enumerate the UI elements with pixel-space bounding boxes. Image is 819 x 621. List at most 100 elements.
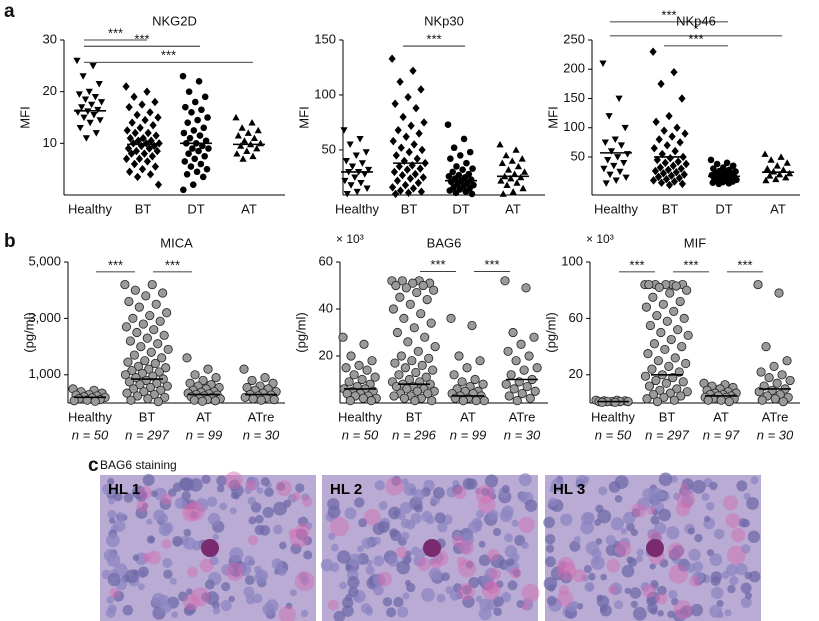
point: [269, 395, 279, 405]
point: [127, 149, 136, 158]
x-tick-label: BT: [406, 409, 423, 424]
point: [366, 396, 376, 406]
point: [654, 282, 664, 292]
cell: [348, 586, 359, 598]
cell: [205, 591, 220, 606]
point: [203, 364, 213, 374]
point: [519, 184, 527, 192]
cell: [231, 484, 244, 497]
point: [147, 279, 157, 290]
point: [397, 143, 405, 152]
x-tick-label: ATre: [762, 409, 789, 424]
point: [403, 337, 413, 347]
point: [145, 310, 155, 321]
point: [244, 129, 252, 136]
point: [133, 110, 141, 120]
cell: [512, 569, 521, 578]
cell: [264, 487, 274, 497]
cell: [679, 613, 687, 621]
point: [713, 160, 721, 168]
cell: [216, 475, 227, 487]
point: [601, 139, 609, 146]
cell: [657, 585, 667, 596]
cell: [138, 566, 149, 578]
point: [357, 374, 367, 385]
cell: [624, 587, 632, 595]
cell: [738, 518, 748, 528]
point: [417, 85, 425, 94]
point: [524, 351, 534, 361]
point: [450, 144, 458, 152]
point: [777, 153, 785, 160]
point: [652, 117, 660, 127]
cell: [524, 499, 538, 512]
cell: [621, 564, 635, 578]
cell: [666, 526, 680, 540]
point: [458, 396, 468, 406]
cell: [254, 571, 267, 584]
point: [122, 154, 131, 164]
point: [454, 351, 464, 361]
stain: [675, 501, 691, 517]
y-axis-label: (pg/ml): [293, 312, 308, 352]
point: [504, 166, 513, 173]
stain: [557, 590, 574, 607]
point: [82, 135, 90, 142]
cell: [188, 478, 203, 492]
point: [239, 155, 247, 162]
stain: [136, 500, 149, 513]
cell: [374, 480, 385, 491]
cell: [478, 540, 486, 548]
cell: [481, 487, 490, 496]
point: [621, 124, 629, 132]
cell: [179, 477, 192, 491]
cell: [441, 572, 450, 582]
point: [658, 149, 666, 159]
cell: [425, 515, 435, 525]
point: [186, 134, 194, 142]
point: [504, 391, 514, 401]
stain: [521, 600, 531, 611]
point: [761, 341, 771, 352]
cell: [566, 601, 577, 613]
cell: [297, 516, 309, 527]
significance-label: ***: [683, 257, 698, 272]
point: [361, 171, 369, 178]
cell: [437, 522, 448, 533]
point: [363, 185, 371, 193]
point: [453, 163, 460, 170]
point: [770, 394, 780, 404]
point: [394, 125, 402, 135]
point: [449, 370, 459, 380]
cell: [295, 528, 308, 540]
point: [134, 302, 144, 312]
point: [470, 374, 480, 385]
y-tick-label: 150: [563, 90, 585, 105]
y-tick-label: 30: [43, 31, 57, 46]
point: [772, 175, 780, 183]
point: [517, 388, 527, 399]
cell: [485, 474, 499, 488]
point: [140, 149, 148, 158]
point: [663, 141, 671, 150]
cell: [244, 575, 255, 585]
cell: [465, 561, 474, 569]
cell: [545, 533, 556, 545]
point: [656, 327, 666, 338]
point: [680, 170, 688, 179]
point: [138, 319, 148, 329]
point: [80, 114, 88, 122]
point: [345, 396, 355, 406]
point: [679, 313, 689, 323]
cell: [597, 509, 612, 524]
point: [529, 332, 539, 342]
chart-title: BAG6: [427, 235, 462, 250]
point: [187, 163, 195, 170]
point: [191, 155, 199, 163]
point: [392, 151, 400, 160]
point: [238, 124, 246, 131]
point: [656, 163, 664, 172]
point: [678, 94, 686, 103]
point: [761, 150, 769, 157]
x-tick-label: BT: [139, 409, 156, 424]
